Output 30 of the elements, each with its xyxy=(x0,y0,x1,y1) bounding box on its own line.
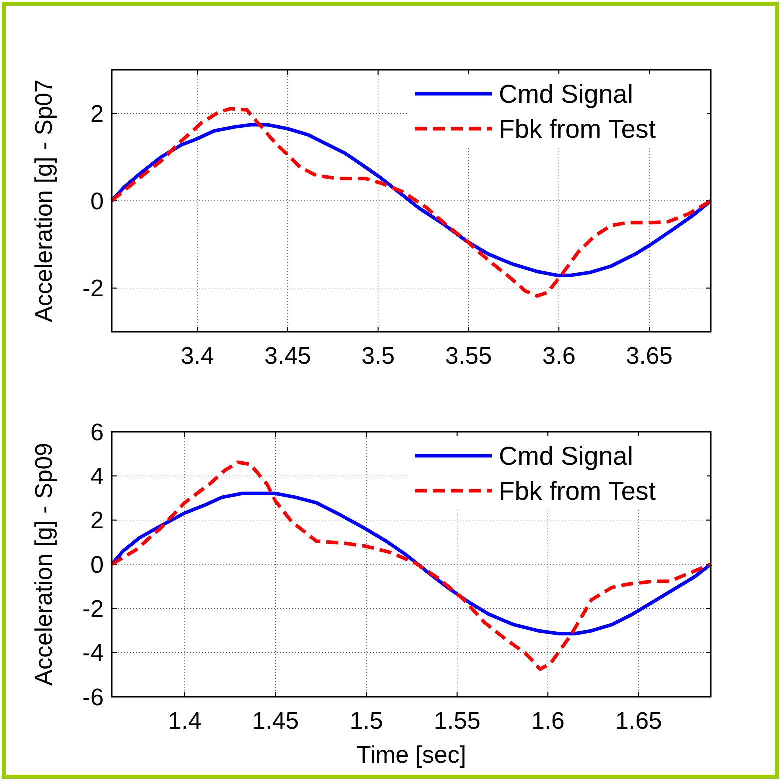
y-tick-label: -2 xyxy=(82,596,104,624)
y-tick-label: 2 xyxy=(90,508,104,535)
y-tick-label: 4 xyxy=(90,464,104,491)
legend-label: Cmd Signal xyxy=(499,441,634,472)
x-tick-label: 1.45 xyxy=(252,708,300,735)
y-axis-title: Acceleration [g] - Sp09 xyxy=(31,443,58,686)
x-tick-label: 3.65 xyxy=(626,343,673,370)
x-tick-label: 1.5 xyxy=(350,708,384,735)
x-tick-label: 3.4 xyxy=(180,343,214,370)
x-tick-label: 1.6 xyxy=(531,708,565,735)
y-tick-label: -2 xyxy=(82,276,104,303)
x-tick-label: 1.55 xyxy=(434,708,481,735)
y-tick-label: 2 xyxy=(90,101,104,128)
legend-label: Fbk from Test xyxy=(499,476,657,506)
y-tick-label: -4 xyxy=(82,640,104,668)
x-tick-label: 3.55 xyxy=(445,343,492,370)
x-axis-title: Time [sec] xyxy=(356,742,466,769)
line-series xyxy=(110,107,713,298)
y-tick-label: -6 xyxy=(82,684,104,712)
y-tick-label: 0 xyxy=(90,552,104,579)
y-axis-title: Acceleration [g] - Sp07 xyxy=(31,80,58,322)
legend-label: Fbk from Test xyxy=(499,114,657,144)
x-tick-label: 3.5 xyxy=(362,343,396,370)
y-tick-label: 6 xyxy=(90,419,104,446)
x-tick-label: 1.65 xyxy=(616,708,662,735)
x-tick-label: 1.4 xyxy=(168,708,202,735)
legend-label: Cmd Signal xyxy=(499,79,634,110)
x-tick-label: 3.6 xyxy=(542,343,576,370)
y-tick-label: 0 xyxy=(90,188,104,216)
x-tick-label: 3.45 xyxy=(264,343,312,370)
